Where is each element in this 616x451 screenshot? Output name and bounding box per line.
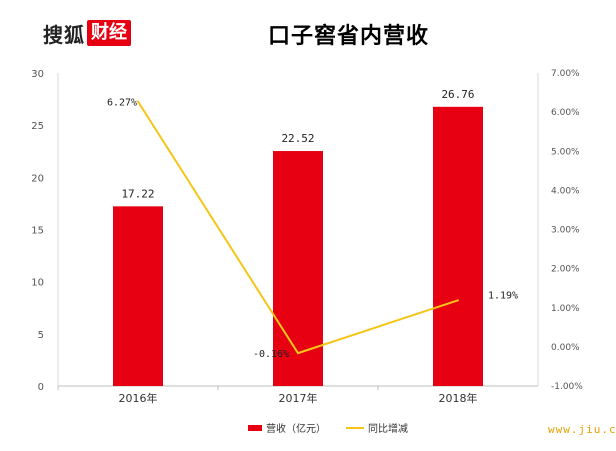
bar — [113, 206, 163, 386]
legend-swatch-line — [346, 426, 364, 429]
y-left-tick-label: 10 — [31, 278, 44, 289]
legend-label-revenue: 营收（亿元） — [266, 424, 326, 435]
bar-data-label: 17.22 — [121, 187, 154, 200]
y-left-tick-label: 25 — [31, 121, 44, 132]
yoy-data-label: 6.27% — [107, 98, 137, 109]
legend-swatch-bar — [248, 424, 262, 431]
yoy-data-label: -0.16% — [253, 349, 289, 360]
logo-text-sohu: 搜狐 — [43, 22, 85, 47]
legend-label-yoy: 同比增减 — [368, 424, 408, 435]
y-right-tick-label: 5.00% — [551, 147, 580, 157]
bar — [433, 106, 483, 386]
y-left-tick-label: 30 — [31, 69, 44, 80]
yoy-point — [457, 299, 459, 302]
x-tick-label: 2017年 — [279, 391, 318, 405]
chart-legend: 营收（亿元） 同比增减 — [248, 420, 428, 435]
legend-item-yoy: 同比增减 — [346, 420, 408, 435]
y-right-tick-label: 3.00% — [551, 226, 580, 236]
y-right-tick-label: 0.00% — [551, 343, 580, 353]
y-right-tick-label: 6.00% — [551, 108, 580, 118]
chart-title: 口子窖省内营收 — [268, 24, 430, 49]
y-right-tick-label: -1.00% — [551, 382, 583, 392]
bar-data-label: 22.52 — [281, 132, 314, 145]
y-left-tick-label: 15 — [31, 226, 44, 237]
bar-data-label: 26.76 — [441, 88, 474, 101]
logo-text-finance: 财经 — [87, 20, 131, 46]
sohu-finance-logo: 搜狐 财经 — [43, 20, 131, 47]
legend-item-revenue: 营收（亿元） — [248, 420, 326, 435]
y-left-tick-label: 0 — [38, 382, 44, 393]
yoy-point — [297, 352, 299, 355]
y-left-tick-label: 20 — [31, 173, 44, 184]
yoy-point — [137, 100, 139, 103]
x-tick-label: 2018年 — [439, 391, 478, 405]
y-right-tick-label: 7.00% — [551, 69, 580, 79]
y-left-tick-label: 5 — [38, 330, 44, 341]
watermark-text: www.jiu.cn — [548, 423, 616, 436]
y-right-tick-label: 1.00% — [551, 304, 580, 314]
y-right-tick-label: 2.00% — [551, 265, 580, 275]
y-right-tick-label: 4.00% — [551, 186, 580, 196]
x-tick-label: 2016年 — [119, 391, 158, 405]
yoy-data-label: 1.19% — [488, 290, 518, 301]
